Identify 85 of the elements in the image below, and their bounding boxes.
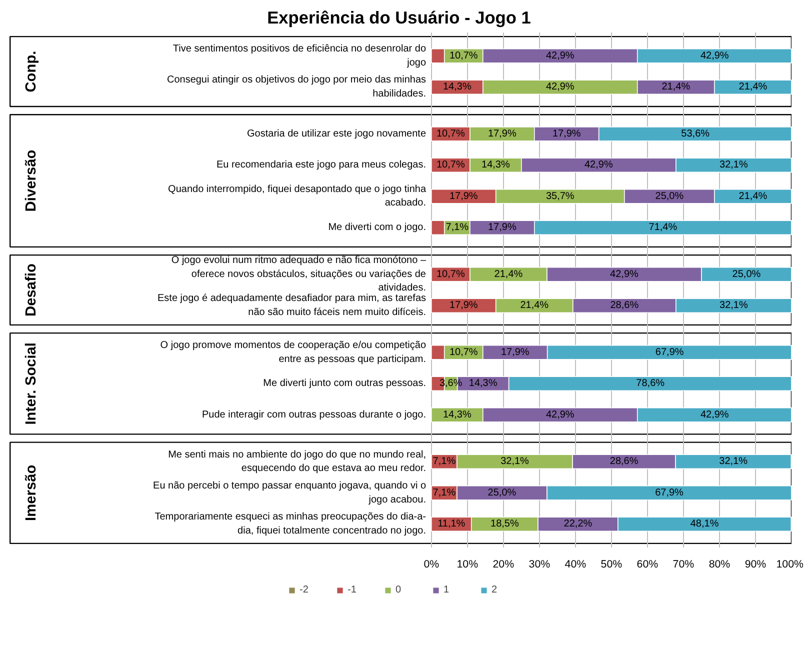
y-tick-label: Pude interagir com outras pessoas durante o jogo.: [202, 409, 426, 420]
y-tick-label: Tive sentimentos positivos de eficiência no desenrolar do jogo: [172, 44, 426, 68]
data-label: 71,4%: [648, 222, 678, 234]
x-tick-label: 60%: [636, 558, 659, 570]
data-label: 78,6%: [636, 378, 665, 390]
y-tick-label: O jogo evolui num ritmo adequado e não fica monótono – oferece novos obstáculos, situações ou variações de atividades.: [171, 255, 426, 294]
data-label: 25,0%: [488, 487, 516, 498]
band-label: Desafio: [24, 263, 40, 316]
data-label: 21,4%: [662, 82, 690, 93]
data-label: 14,3%: [482, 160, 510, 171]
data-label: 10,7%: [449, 50, 478, 62]
data-label: 18,5%: [490, 518, 519, 530]
data-label: 7,1%: [432, 487, 456, 498]
data-label: 32,1%: [719, 456, 748, 468]
data-label: 35,7%: [546, 190, 574, 202]
band-label: Diversão: [24, 150, 40, 212]
y-tick-label: Me diverti junto com outras pessoas.: [263, 378, 426, 390]
data-label: 10,7%: [449, 346, 478, 358]
data-label: 32,1%: [500, 456, 530, 468]
data-label: 25,0%: [732, 268, 761, 280]
data-label: 67,9%: [655, 487, 684, 498]
data-label: 42,9%: [610, 268, 639, 280]
y-tick-label: Gostaria de utilizar este jogo novamente: [247, 128, 426, 140]
x-tick-label: 70%: [672, 558, 695, 570]
data-label: 17,9%: [449, 190, 478, 202]
data-label: 48,1%: [690, 518, 719, 530]
x-tick-label: 90%: [744, 558, 767, 570]
data-label: 21,4%: [738, 190, 768, 202]
y-tick-label: Eu recomendaria este jogo para meus colegas.: [216, 160, 426, 171]
data-label: 21,4%: [738, 82, 768, 93]
data-label: 17,9%: [500, 346, 530, 358]
data-label: 28,6%: [610, 300, 639, 312]
band-label: Conp.: [24, 50, 40, 92]
data-label: 14,3%: [442, 409, 472, 420]
y-tick-label: Quando interrompido, fiquei desapontado que o jogo tinha acabado.: [168, 184, 426, 209]
x-tick-label: 40%: [564, 558, 587, 570]
x-tick-label: 10%: [456, 558, 479, 570]
chart-title: Experiência do Usuário - Jogo 1: [267, 8, 532, 28]
data-label: 32,1%: [720, 160, 748, 171]
data-label: 10,7%: [436, 128, 465, 140]
y-tick-label: Temporariamente esqueci as minhas preocupações do dia-a-dia, fiquei totalmente concentrado no jogo.: [154, 512, 426, 536]
data-label: 17,9%: [449, 300, 478, 312]
data-label: 7,1%: [446, 222, 469, 234]
data-label: 25,0%: [655, 190, 684, 202]
data-label: 21,4%: [520, 300, 549, 312]
x-tick-label: 50%: [600, 558, 623, 570]
x-tick-label: 0%: [424, 558, 440, 570]
band-label: Inter. Social: [24, 342, 40, 425]
data-label: 10,7%: [436, 268, 465, 280]
y-tick-label: Consegui atingir os objetivos do jogo por meio das minhas habilidades.: [166, 74, 426, 100]
data-label: 10,7%: [436, 160, 465, 171]
x-tick-label: 80%: [708, 558, 731, 570]
data-label: 42,9%: [700, 409, 729, 420]
data-label: 14,3%: [442, 82, 472, 93]
x-tick-label: 100%: [776, 558, 804, 570]
y-tick-label: O jogo promove momentos de cooperação e/ou competição entre as pessoas que participam.: [160, 340, 426, 365]
data-label: 22,2%: [564, 518, 592, 530]
data-label: 17,9%: [488, 222, 516, 234]
data-label: 17,9%: [552, 128, 581, 140]
y-tick-label: Me diverti com o jogo.: [328, 222, 426, 234]
legend-label: -2: [300, 584, 310, 596]
data-label: 17,9%: [488, 128, 516, 140]
data-label: 42,9%: [546, 409, 574, 420]
data-label: 7,1%: [432, 456, 456, 468]
data-label: 32,1%: [720, 300, 748, 312]
x-tick-label: 30%: [528, 558, 551, 570]
band-label: Imersão: [24, 464, 40, 521]
x-tick-label: 20%: [492, 558, 515, 570]
legend-label: 2: [492, 584, 498, 596]
data-label: 42,9%: [584, 160, 613, 171]
y-tick-label: Me senti mais no ambiente do jogo do que no mundo real, esquecendo do que estava ao meu redor.: [168, 449, 426, 474]
data-label: 42,9%: [700, 50, 729, 62]
y-tick-label: Este jogo é adequadamente desafiador para mim, as tarefas não são muito fáceis nem muito difíceis.: [158, 293, 426, 318]
data-label: 21,4%: [494, 268, 523, 280]
legend-label: -1: [348, 584, 358, 596]
data-label: 42,9%: [546, 82, 574, 93]
data-label: 11,1%: [438, 518, 466, 530]
y-tick-label: Eu não percebi o tempo passar enquanto jogava, quando vi o jogo acabou.: [153, 480, 426, 506]
legend-label: 1: [444, 584, 450, 596]
data-label: 67,9%: [655, 346, 684, 358]
data-label: 14,3%: [468, 378, 498, 390]
legend-label: 0: [396, 584, 402, 596]
data-label: 28,6%: [610, 456, 638, 468]
data-label: 53,6%: [681, 128, 710, 140]
data-label: 42,9%: [546, 50, 574, 62]
